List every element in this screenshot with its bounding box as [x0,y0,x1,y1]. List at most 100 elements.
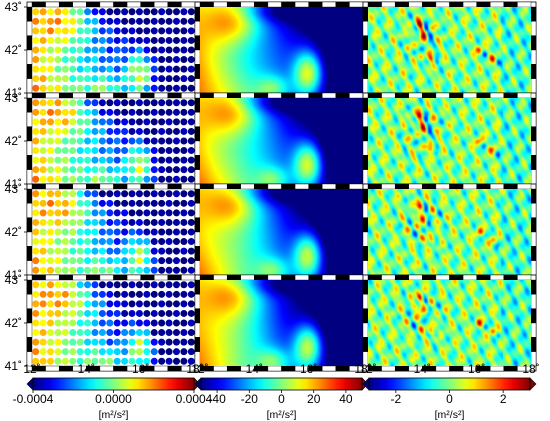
data-point [32,84,40,92]
lon-tick-label: 16˚ [468,362,485,376]
data-point [32,218,40,226]
data-point [98,338,106,346]
data-point [98,199,106,207]
data-point [150,127,158,135]
data-point [187,290,195,298]
data-point [128,247,136,255]
data-point [128,36,136,44]
data-point [143,257,151,265]
data-point [165,56,173,64]
data-point [135,218,143,226]
data-point [165,147,173,155]
data-point [84,8,92,16]
data-point [135,309,143,317]
data-point [158,218,166,226]
data-point [91,36,99,44]
data-point [69,357,77,365]
data-point [143,56,151,64]
data-point [128,338,136,346]
panel-r4-c2 [194,274,369,372]
data-point [121,281,129,289]
data-point [32,228,40,236]
data-point [128,319,136,327]
data-point [61,17,69,25]
data-point [76,8,84,16]
data-point [47,199,55,207]
data-point [172,290,180,298]
data-point [32,190,40,198]
data-point [121,8,129,16]
data-point [47,75,55,83]
data-point [32,99,40,107]
data-point [165,36,173,44]
data-point [143,46,151,54]
data-point [165,99,173,107]
data-point [47,218,55,226]
data-point [47,281,55,289]
data-point [187,218,195,226]
data-point [84,319,92,327]
data-point [106,281,114,289]
data-point [76,65,84,73]
data-point [150,300,158,308]
data-point [172,199,180,207]
data-point [135,319,143,327]
data-point [47,17,55,25]
data-point [76,56,84,64]
data-point [54,329,62,337]
data-point [113,127,121,135]
data-point [91,300,99,308]
data-point [158,319,166,327]
data-point [165,209,173,217]
data-point [187,247,195,255]
data-point [180,357,188,365]
data-point [76,127,84,135]
data-point [91,65,99,73]
data-point [172,108,180,116]
data-point [69,166,77,174]
data-point [32,300,40,308]
data-point [69,338,77,346]
data-point [187,190,195,198]
data-point [39,75,47,83]
data-point [91,290,99,298]
data-point [54,257,62,265]
data-point [165,338,173,346]
data-point [32,27,40,35]
data-point [143,156,151,164]
data-point [187,75,195,83]
data-point [165,8,173,16]
data-point [69,46,77,54]
data-point [32,8,40,16]
data-point [172,218,180,226]
data-point [143,75,151,83]
data-point [61,175,69,183]
data-point [54,147,62,155]
data-point [69,266,77,274]
data-point [172,338,180,346]
data-point [135,8,143,16]
data-point [47,137,55,145]
data-point [187,118,195,126]
panel-r3-c1 [26,183,201,281]
data-point [47,46,55,54]
data-point [180,46,188,54]
data-point [180,247,188,255]
data-point [128,118,136,126]
data-point [121,17,129,25]
data-point [84,238,92,246]
data-point [61,99,69,107]
data-point [187,166,195,174]
data-point [121,46,129,54]
data-point [172,27,180,35]
data-point [91,309,99,317]
data-point [165,137,173,145]
data-point [98,118,106,126]
data-point [69,27,77,35]
data-point [76,281,84,289]
data-point [180,266,188,274]
data-point [61,228,69,236]
data-point [76,137,84,145]
field-raster [200,280,363,366]
data-point [150,75,158,83]
